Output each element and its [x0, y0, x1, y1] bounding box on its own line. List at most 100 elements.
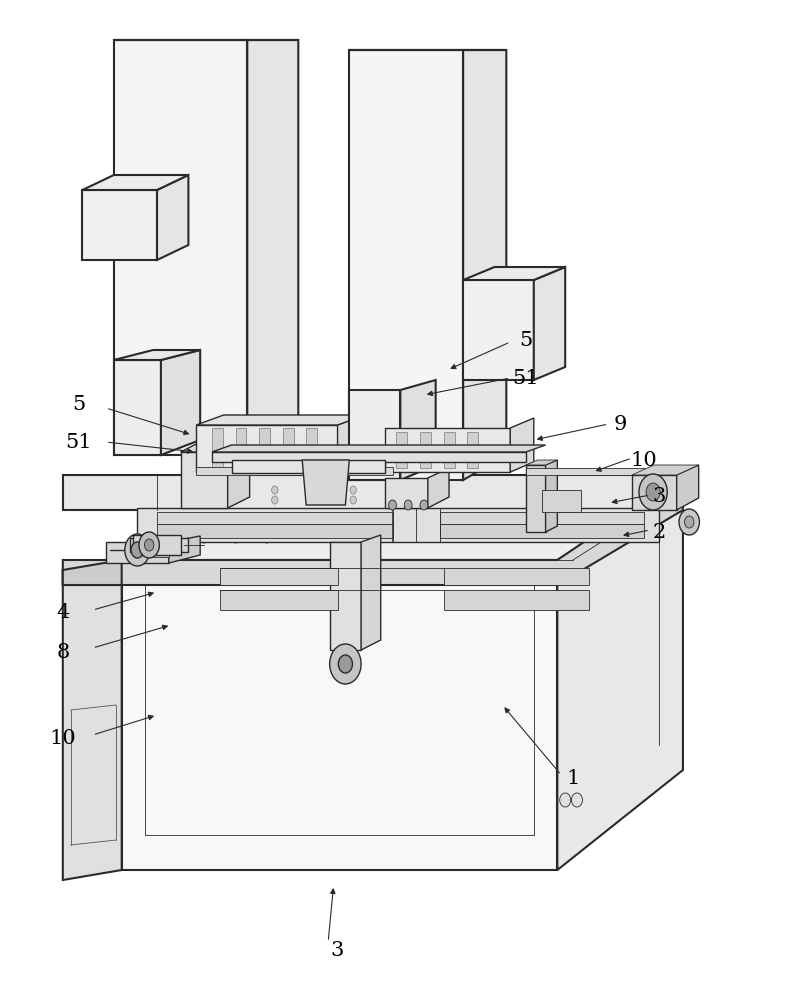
Circle shape: [420, 500, 428, 510]
Circle shape: [137, 533, 145, 543]
Circle shape: [200, 533, 208, 543]
Polygon shape: [361, 535, 381, 650]
Polygon shape: [122, 560, 557, 870]
Circle shape: [263, 533, 271, 543]
Polygon shape: [467, 432, 478, 468]
Polygon shape: [283, 428, 294, 468]
Polygon shape: [157, 524, 392, 538]
Circle shape: [679, 509, 699, 535]
Polygon shape: [63, 475, 683, 585]
Polygon shape: [212, 445, 546, 452]
Polygon shape: [463, 267, 565, 280]
Polygon shape: [133, 535, 181, 555]
Circle shape: [169, 533, 177, 543]
Text: 5: 5: [520, 330, 532, 350]
Polygon shape: [349, 50, 463, 480]
Polygon shape: [137, 508, 659, 542]
Polygon shape: [400, 380, 436, 480]
Circle shape: [646, 483, 660, 501]
Polygon shape: [396, 432, 407, 468]
Polygon shape: [526, 460, 557, 465]
Circle shape: [131, 542, 144, 558]
Polygon shape: [534, 267, 565, 380]
Text: 4: 4: [57, 602, 69, 621]
Polygon shape: [444, 432, 455, 468]
Polygon shape: [82, 175, 188, 190]
Polygon shape: [106, 542, 169, 563]
Circle shape: [272, 496, 278, 504]
Polygon shape: [169, 536, 200, 563]
Polygon shape: [546, 460, 557, 532]
Text: 9: 9: [613, 414, 627, 434]
Polygon shape: [420, 432, 431, 468]
Polygon shape: [463, 280, 534, 380]
Polygon shape: [130, 538, 188, 552]
Polygon shape: [220, 568, 338, 585]
Polygon shape: [196, 425, 338, 472]
Polygon shape: [542, 490, 581, 512]
Polygon shape: [212, 428, 223, 468]
Polygon shape: [338, 415, 365, 472]
Polygon shape: [526, 465, 546, 532]
Polygon shape: [236, 428, 246, 468]
Polygon shape: [632, 475, 677, 510]
Circle shape: [338, 655, 352, 673]
Polygon shape: [632, 465, 699, 475]
Text: 10: 10: [630, 450, 657, 470]
Circle shape: [404, 500, 412, 510]
Polygon shape: [510, 418, 534, 472]
Text: 1: 1: [566, 768, 580, 788]
Circle shape: [429, 486, 435, 494]
Polygon shape: [526, 468, 644, 475]
Circle shape: [389, 486, 396, 494]
Text: 5: 5: [72, 395, 85, 414]
Polygon shape: [557, 480, 683, 870]
Polygon shape: [677, 465, 699, 510]
Polygon shape: [444, 590, 589, 610]
Circle shape: [429, 496, 435, 504]
Circle shape: [139, 532, 159, 558]
Text: 51: 51: [65, 432, 92, 452]
Circle shape: [232, 486, 239, 494]
Polygon shape: [463, 50, 506, 480]
Text: 3: 3: [330, 940, 345, 960]
Polygon shape: [259, 428, 270, 468]
Polygon shape: [63, 560, 122, 880]
Polygon shape: [114, 360, 161, 455]
Polygon shape: [306, 428, 317, 468]
Polygon shape: [232, 460, 385, 473]
Circle shape: [389, 500, 396, 510]
Polygon shape: [149, 543, 169, 557]
Polygon shape: [63, 560, 122, 585]
Polygon shape: [247, 40, 298, 455]
Polygon shape: [444, 568, 589, 585]
Text: 51: 51: [513, 368, 539, 387]
Circle shape: [272, 486, 278, 494]
Circle shape: [144, 539, 154, 551]
Text: 8: 8: [57, 643, 69, 662]
Circle shape: [571, 793, 582, 807]
Polygon shape: [157, 512, 392, 524]
Polygon shape: [349, 390, 400, 480]
Circle shape: [311, 486, 317, 494]
Polygon shape: [440, 512, 644, 524]
Polygon shape: [122, 480, 683, 560]
Text: 2: 2: [653, 522, 666, 542]
Polygon shape: [440, 524, 644, 538]
Circle shape: [350, 486, 356, 494]
Circle shape: [685, 516, 694, 528]
Polygon shape: [181, 442, 250, 452]
Text: 10: 10: [49, 728, 76, 748]
Polygon shape: [330, 542, 361, 650]
Circle shape: [350, 496, 356, 504]
Polygon shape: [385, 428, 510, 472]
Circle shape: [232, 496, 239, 504]
Circle shape: [330, 644, 361, 684]
Circle shape: [560, 793, 571, 807]
Polygon shape: [228, 442, 250, 508]
Polygon shape: [63, 475, 683, 510]
Circle shape: [389, 496, 396, 504]
Polygon shape: [220, 590, 338, 610]
Polygon shape: [161, 350, 200, 455]
Polygon shape: [196, 467, 392, 475]
